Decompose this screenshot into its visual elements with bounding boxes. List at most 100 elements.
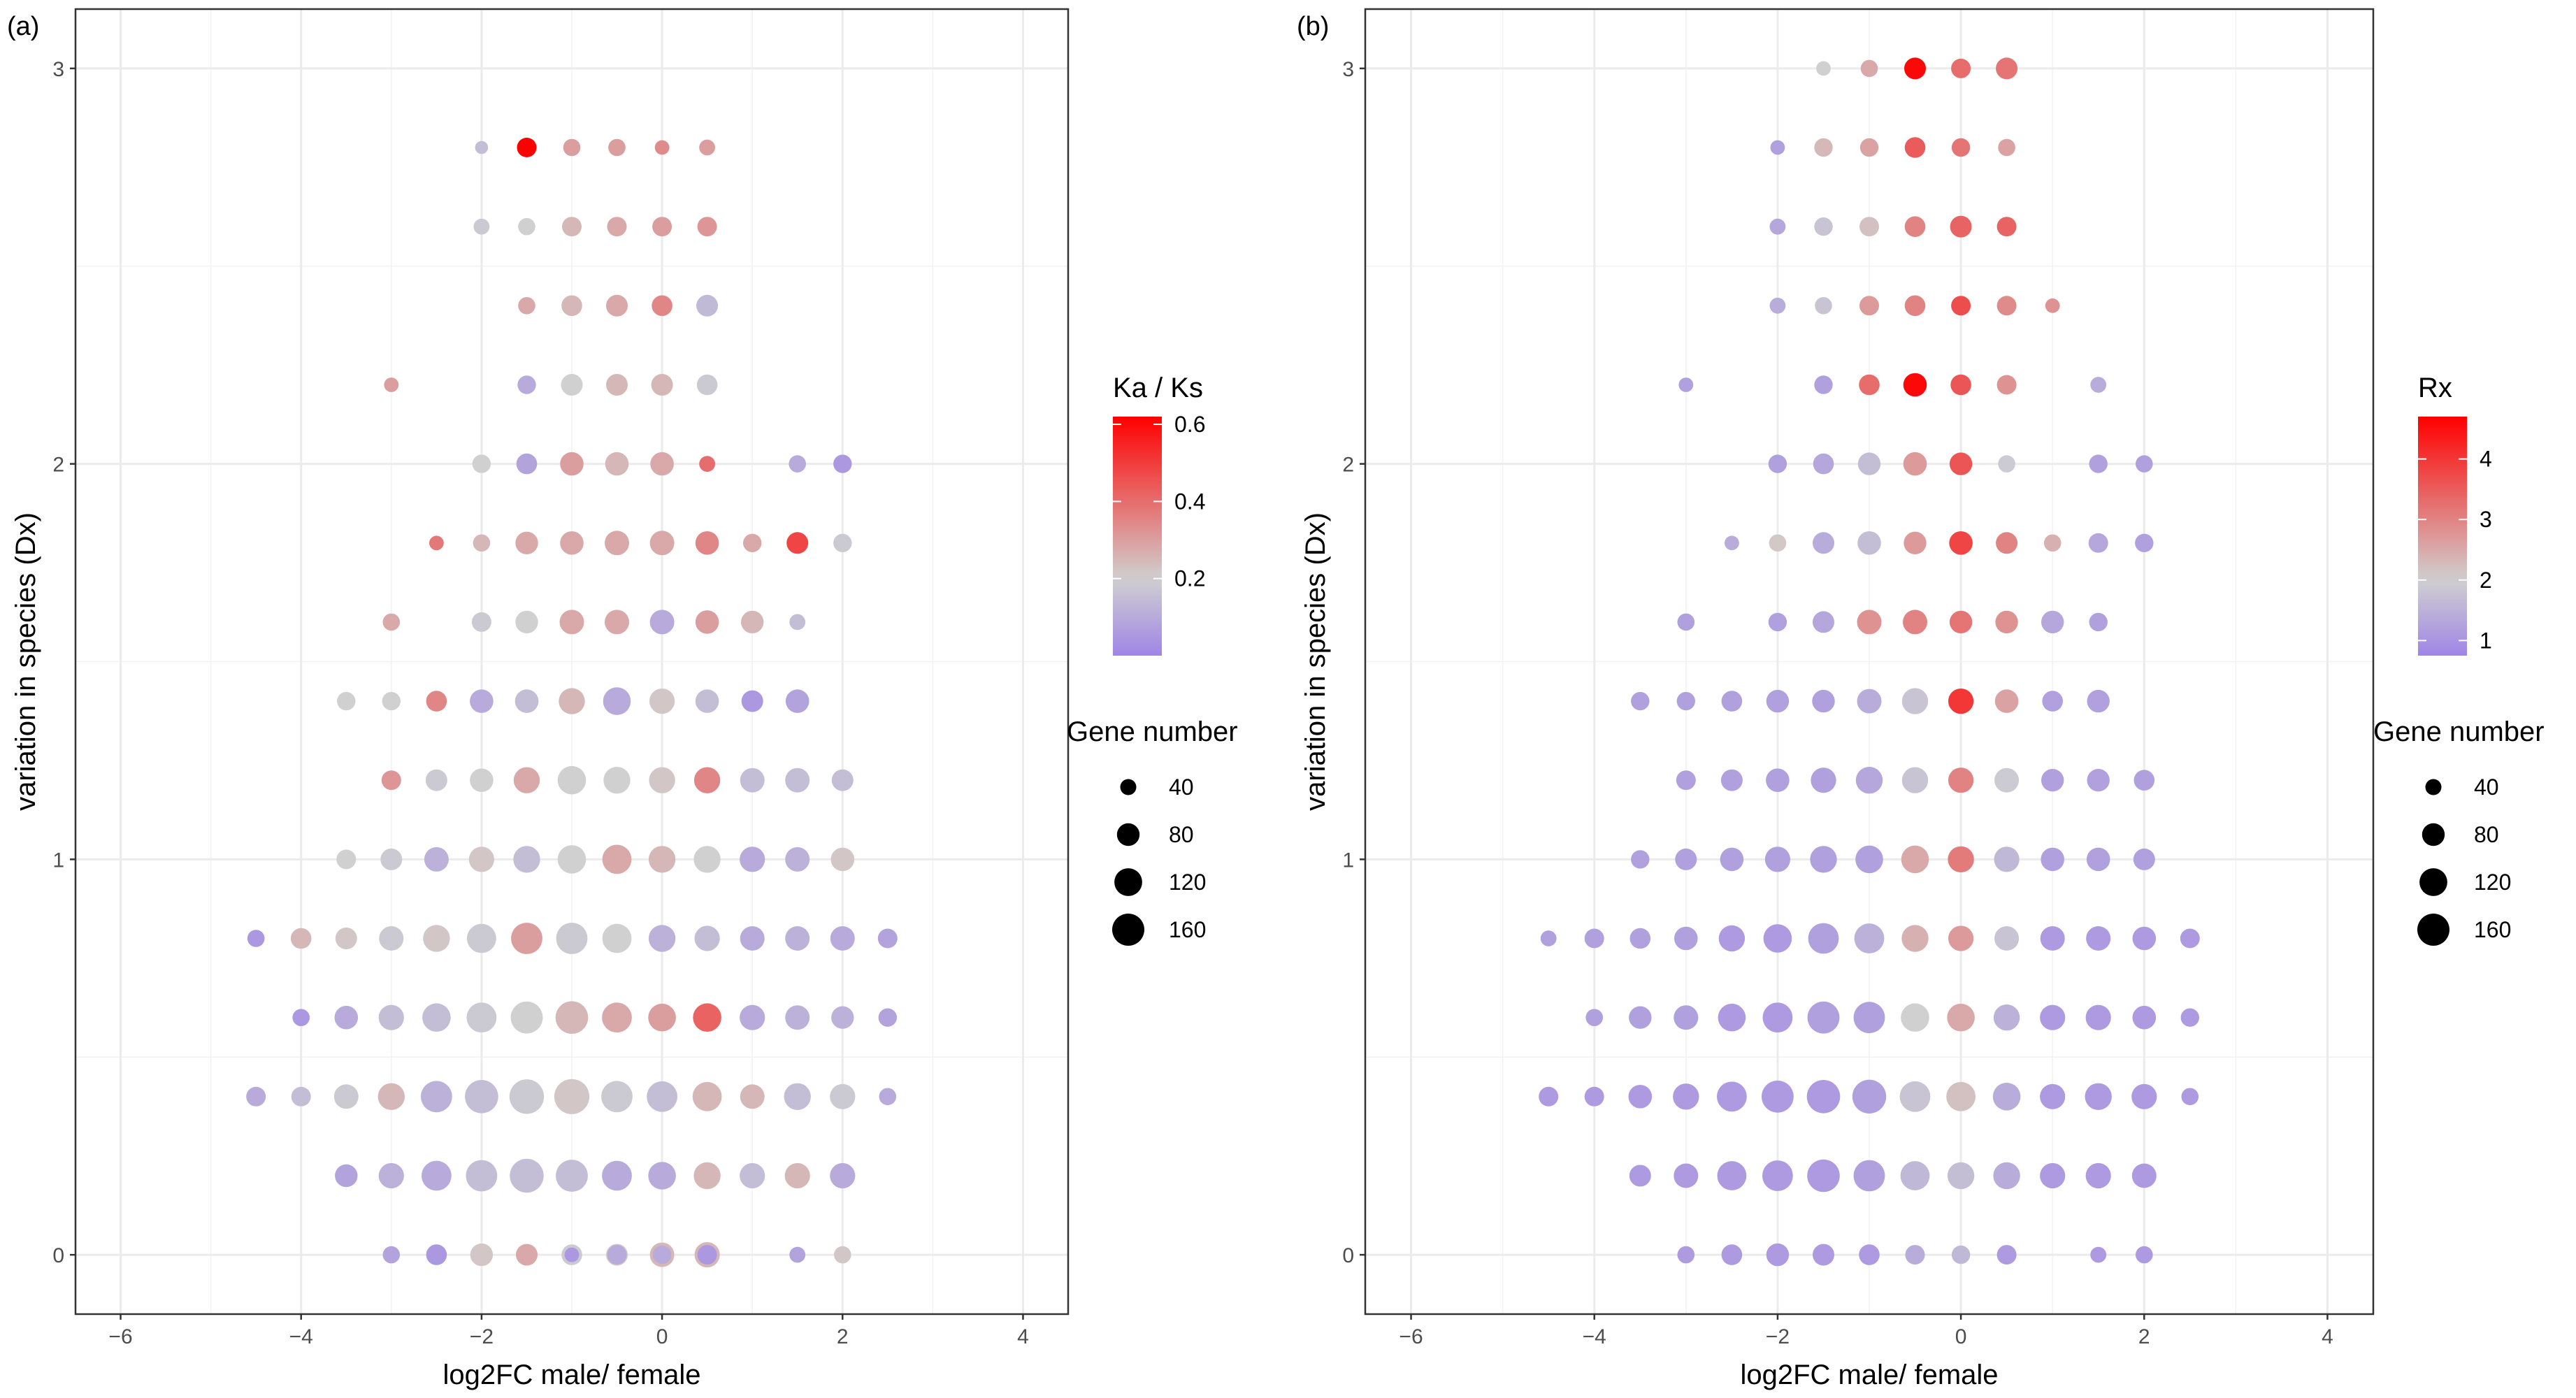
data-point — [1904, 57, 1926, 80]
size-legend-dot — [2419, 868, 2447, 896]
x-tick-label: 0 — [1955, 1325, 1967, 1348]
data-point — [785, 846, 810, 872]
data-point — [1993, 1004, 2020, 1031]
data-point — [1901, 688, 1929, 714]
data-point — [1996, 375, 2017, 395]
data-point — [1950, 374, 1971, 396]
data-point — [1678, 377, 1694, 392]
x-tick-label: −4 — [1583, 1325, 1606, 1348]
data-point — [648, 846, 676, 873]
x-tick-label: 0 — [656, 1325, 668, 1348]
data-point — [554, 1079, 590, 1114]
data-point — [603, 687, 631, 715]
data-point — [2043, 534, 2061, 552]
color-bar — [1113, 417, 1162, 656]
data-point — [1852, 1079, 1887, 1114]
data-point — [1769, 534, 1787, 552]
data-point — [1992, 1083, 2021, 1111]
data-point — [2090, 1246, 2107, 1263]
data-point — [246, 1086, 266, 1107]
data-point — [379, 926, 404, 951]
data-point — [786, 532, 809, 554]
data-point — [470, 689, 494, 713]
data-point — [1675, 848, 1697, 870]
data-point — [1899, 1081, 1931, 1112]
data-point — [831, 769, 854, 791]
data-point — [518, 217, 535, 236]
data-point — [1677, 1246, 1695, 1264]
x-tick-label: −2 — [1766, 1325, 1790, 1348]
data-point — [696, 294, 719, 317]
data-point — [2180, 928, 2200, 949]
data-point — [2131, 1083, 2157, 1109]
data-point — [1994, 846, 2020, 872]
data-point — [1859, 217, 1879, 237]
data-point — [1996, 57, 2018, 80]
data-point — [2089, 454, 2108, 473]
data-point — [2089, 612, 2108, 632]
data-point — [1768, 612, 1787, 632]
data-point — [2136, 455, 2153, 473]
data-point — [2132, 1005, 2157, 1030]
data-point — [694, 925, 720, 951]
data-point — [1950, 215, 1972, 238]
data-point — [830, 1162, 856, 1189]
data-point — [1811, 768, 1836, 793]
data-point — [555, 1001, 589, 1034]
panel-label: (b) — [1297, 12, 1329, 41]
data-point — [2085, 1083, 2112, 1111]
data-point — [1810, 846, 1837, 873]
data-point — [695, 610, 719, 634]
data-point — [699, 456, 715, 472]
y-axis-title: variation in species (Dx) — [1300, 512, 1331, 811]
data-point — [380, 848, 403, 870]
data-point — [831, 1006, 854, 1029]
data-point — [1857, 452, 1881, 475]
data-point — [426, 691, 447, 712]
data-point — [563, 138, 581, 157]
data-point — [1994, 926, 2020, 951]
data-point — [561, 295, 582, 317]
color-legend-title: Ka / Ks — [1113, 373, 1203, 403]
data-point — [559, 610, 584, 635]
data-point — [2136, 1246, 2153, 1264]
data-point — [333, 1084, 359, 1109]
data-point — [1951, 1245, 1971, 1264]
data-point — [515, 610, 538, 634]
data-point — [648, 1162, 676, 1190]
size-legend-label: 40 — [2474, 774, 2499, 800]
data-point — [1769, 218, 1786, 235]
data-point — [1766, 689, 1790, 713]
color-bar-label: 0.2 — [1174, 566, 1205, 591]
x-tick-label: −6 — [108, 1325, 132, 1348]
data-point — [510, 1001, 543, 1034]
data-point — [785, 1005, 810, 1030]
color-bar-label: 0.6 — [1174, 412, 1205, 437]
data-point — [2085, 1004, 2111, 1030]
data-point — [1947, 1003, 1975, 1032]
data-point — [692, 1081, 722, 1111]
data-point — [1766, 768, 1790, 792]
data-point — [785, 768, 810, 793]
data-point — [603, 767, 631, 794]
data-point — [1769, 297, 1786, 314]
data-point — [1949, 610, 1973, 634]
size-legend-label: 40 — [1169, 774, 1194, 800]
data-point — [1901, 845, 1929, 874]
data-point — [1948, 689, 1974, 714]
data-point — [695, 689, 719, 713]
data-point — [292, 1009, 310, 1026]
data-point — [741, 610, 764, 634]
data-point — [879, 1088, 897, 1106]
data-point — [1948, 846, 1974, 873]
data-point — [513, 846, 540, 873]
data-point — [560, 452, 584, 476]
y-tick-label: 3 — [52, 58, 64, 81]
data-point — [1994, 689, 2019, 713]
data-point — [2086, 926, 2111, 951]
data-point — [1901, 767, 1929, 793]
data-point — [473, 534, 491, 552]
data-point — [1807, 1159, 1840, 1192]
data-point — [1904, 216, 1926, 238]
